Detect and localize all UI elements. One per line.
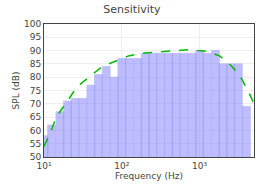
svg-text:55: 55 [30,139,41,149]
svg-text:60: 60 [30,126,42,136]
svg-text:Sensitivity: Sensitivity [103,3,161,16]
svg-text:10³: 10³ [192,161,207,171]
svg-text:75: 75 [30,86,41,96]
svg-text:65: 65 [30,112,41,122]
svg-text:SPL (dB): SPL (dB) [11,72,21,110]
svg-text:70: 70 [30,99,42,109]
svg-text:80: 80 [30,72,42,82]
svg-text:95: 95 [30,32,41,42]
svg-text:90: 90 [30,46,42,56]
svg-text:10²: 10² [114,161,129,171]
svg-text:Frequency (Hz): Frequency (Hz) [115,171,183,181]
svg-text:50: 50 [30,152,42,162]
svg-text:10¹: 10¹ [36,161,51,171]
svg-text:100: 100 [24,19,41,29]
svg-text:85: 85 [30,59,41,69]
